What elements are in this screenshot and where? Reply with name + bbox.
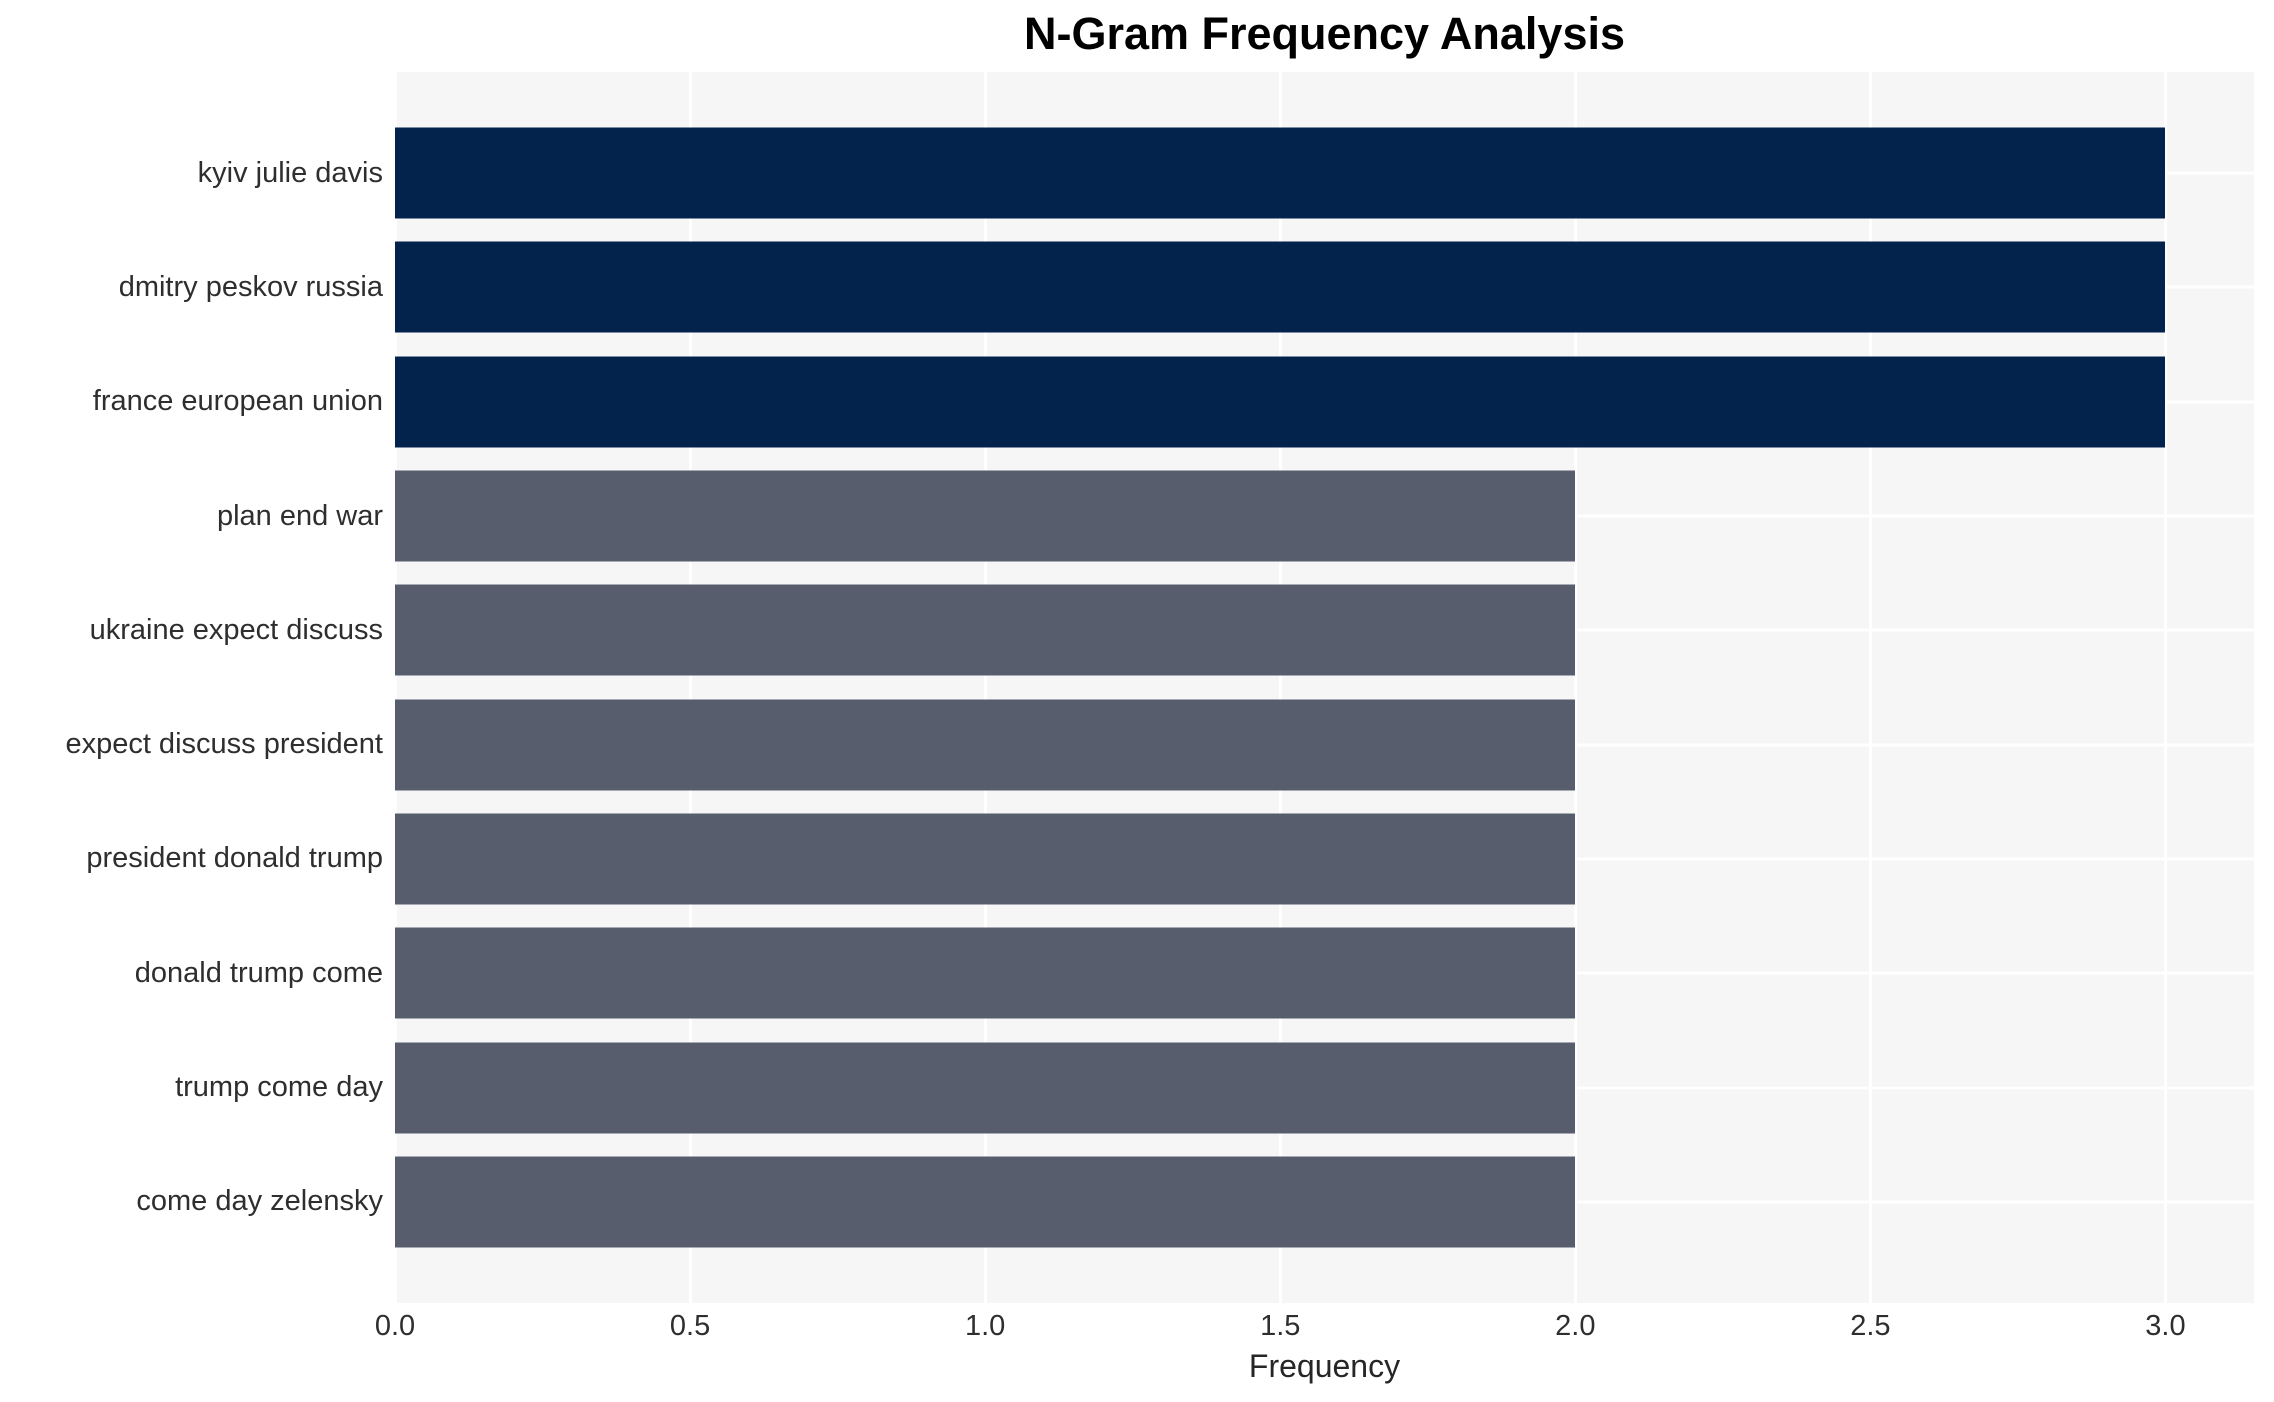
- bar-row: france european union: [0, 345, 2274, 459]
- bar: [395, 1042, 1576, 1134]
- x-tick-label: 1.0: [964, 1310, 1006, 1342]
- x-axis-label: Frequency: [1248, 1348, 1401, 1384]
- x-tick-label: 1.5: [1260, 1310, 1301, 1342]
- category-label: kyiv julie davis: [197, 156, 383, 189]
- bar: [395, 813, 1576, 905]
- v-gridline: [1868, 72, 1872, 1303]
- category-label: ukraine expect discuss: [89, 613, 383, 646]
- bar: [395, 241, 2166, 333]
- bar-row: trump come day: [0, 1030, 2274, 1144]
- v-gridline: [688, 72, 692, 1303]
- x-tick-label: 0.0: [374, 1310, 416, 1342]
- category-label: come day zelensky: [136, 1185, 383, 1218]
- bar-row: dmitry peskov russia: [0, 230, 2274, 344]
- category-label: donald trump come: [134, 956, 383, 989]
- v-gridline: [1278, 72, 1282, 1303]
- category-label: expect discuss president: [65, 728, 383, 761]
- category-label: dmitry peskov russia: [118, 270, 383, 303]
- v-gridline: [2163, 72, 2167, 1303]
- x-tick-label: 0.5: [669, 1310, 711, 1342]
- bar: [395, 1156, 1576, 1248]
- v-gridline: [1573, 72, 1577, 1303]
- v-gridline: [983, 72, 987, 1303]
- bar: [395, 470, 1576, 562]
- bar-row: donald trump come: [0, 916, 2274, 1030]
- bar: [395, 927, 1576, 1019]
- x-tick-label: 2.5: [1850, 1310, 1891, 1342]
- x-tick-label: 3.0: [2145, 1310, 2186, 1342]
- category-label: president donald trump: [86, 842, 383, 875]
- bar: [395, 356, 2166, 448]
- bar-row: president donald trump: [0, 802, 2274, 916]
- bar-row: ukraine expect discuss: [0, 573, 2274, 687]
- x-tick-label: 2.0: [1555, 1310, 1596, 1342]
- bar: [395, 699, 1576, 791]
- category-label: france european union: [92, 385, 383, 418]
- category-label: plan end war: [216, 499, 383, 532]
- bar-row: expect discuss president: [0, 687, 2274, 801]
- category-label: trump come day: [175, 1071, 383, 1104]
- bar: [395, 584, 1576, 676]
- bar-row: come day zelensky: [0, 1145, 2274, 1259]
- bar: [395, 127, 2166, 219]
- x-axis-ticks: 0.0 0.5 1.0 1.5 2.0 2.5 3.0: [0, 1310, 2274, 1344]
- bar-rows: kyiv julie davis dmitry peskov russia fran…: [0, 116, 2274, 1259]
- chart-title: N-Gram Frequency Analysis: [1023, 8, 1626, 59]
- bar-row: plan end war: [0, 459, 2274, 573]
- bar-row: kyiv julie davis: [0, 116, 2274, 230]
- v-gridline: [393, 72, 397, 1303]
